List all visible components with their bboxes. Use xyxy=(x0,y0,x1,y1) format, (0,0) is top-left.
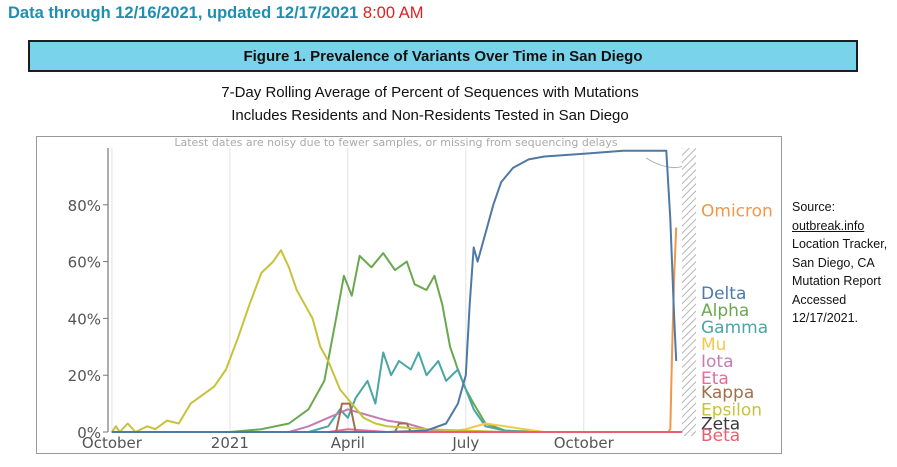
y-tick-label: 60% xyxy=(68,254,101,272)
y-tick-label: 80% xyxy=(68,197,101,215)
series-label-mu: Mu xyxy=(701,335,726,355)
variant-prevalence-chart: 0% 20% 40% 60% 80% October 2021 April July Octobe… xyxy=(68,136,773,452)
chart-subtitle-1: 7-Day Rolling Average of Percent of Sequ… xyxy=(221,84,639,101)
gridlines xyxy=(111,148,585,432)
x-tick-label: October xyxy=(82,434,143,452)
hatched-recent-region xyxy=(682,148,696,436)
data-date-text: Data through 12/16/2021, updated 12/17/2… xyxy=(8,4,359,22)
figure-title: Figure 1. Prevalence of Variants Over Ti… xyxy=(28,40,858,72)
series-label-zeta: Zeta xyxy=(701,414,740,434)
y-tick-label: 20% xyxy=(68,367,101,385)
series-lines xyxy=(111,149,683,433)
source-label: Source: xyxy=(792,200,836,214)
x-tick-label: April xyxy=(331,434,365,452)
y-tick-label: 40% xyxy=(68,310,101,328)
series-line-delta xyxy=(111,149,678,433)
chart-subtitle-2: Includes Residents and Non-Residents Tes… xyxy=(231,107,629,124)
series-label-eta: Eta xyxy=(701,369,729,389)
update-time: 8:00 AM xyxy=(362,4,424,22)
source-details: Location Tracker, San Diego, CA Mutation… xyxy=(792,237,888,325)
data-date-header: Data through 12/16/2021, updated 12/17/2… xyxy=(8,4,423,23)
series-label-alpha: Alpha xyxy=(701,301,749,321)
noisy-data-note: Latest dates are noisy due to fewer samp… xyxy=(174,136,618,149)
series-labels: Omicron DeltaAlphaGammaMuIotaEtaKappaEpsi… xyxy=(701,201,773,445)
series-label-beta: Beta xyxy=(701,426,740,446)
series-label-delta: Delta xyxy=(701,284,746,304)
source-link[interactable]: outbreak.info xyxy=(792,218,865,233)
series-label-gamma: Gamma xyxy=(701,318,768,338)
series-line-omicron xyxy=(667,227,678,433)
series-line-epsilon xyxy=(111,249,506,433)
series-label-epsilon: Epsilon xyxy=(701,400,762,420)
x-tick-label: 2021 xyxy=(211,434,249,452)
series-line-gamma xyxy=(111,351,525,433)
series-label-iota: Iota xyxy=(701,352,734,372)
series-label-omicron: Omicron xyxy=(701,201,773,221)
series-label-kappa: Kappa xyxy=(701,383,754,403)
x-tick-label: July xyxy=(451,434,479,452)
source-note: Source: outbreak.info Location Tracker, … xyxy=(792,198,892,328)
series-line-alpha xyxy=(111,252,545,433)
chart-frame xyxy=(36,136,782,454)
y-tick-label: 0% xyxy=(77,424,101,442)
axes: 0% 20% 40% 60% 80% October 2021 April July Octobe… xyxy=(68,148,615,452)
x-tick-label: October xyxy=(554,434,615,452)
